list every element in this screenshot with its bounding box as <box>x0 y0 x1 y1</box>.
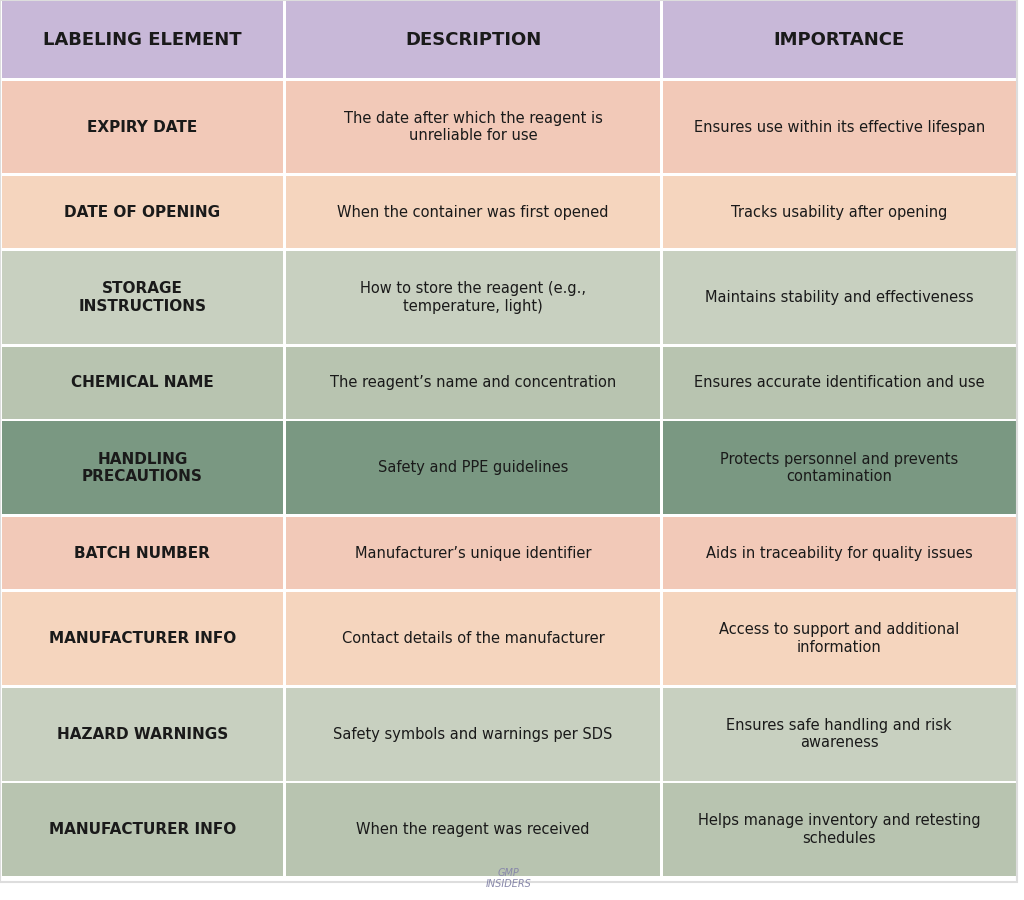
FancyBboxPatch shape <box>287 176 659 248</box>
FancyBboxPatch shape <box>1 518 284 590</box>
FancyBboxPatch shape <box>287 783 659 877</box>
Text: IMPORTANCE: IMPORTANCE <box>773 31 905 49</box>
FancyBboxPatch shape <box>1 2 284 78</box>
Text: Contact details of the manufacturer: Contact details of the manufacturer <box>342 631 604 646</box>
FancyBboxPatch shape <box>287 421 659 515</box>
Text: DESCRIPTION: DESCRIPTION <box>404 31 541 49</box>
Text: How to store the reagent (e.g.,
temperature, light): How to store the reagent (e.g., temperat… <box>360 282 586 314</box>
Text: STORAGE
INSTRUCTIONS: STORAGE INSTRUCTIONS <box>79 282 207 314</box>
FancyBboxPatch shape <box>663 251 1016 344</box>
FancyBboxPatch shape <box>287 81 659 174</box>
FancyBboxPatch shape <box>663 592 1016 685</box>
Text: Ensures safe handling and risk
awareness: Ensures safe handling and risk awareness <box>726 718 952 751</box>
Text: Protects personnel and prevents
contamination: Protects personnel and prevents contamin… <box>720 452 958 484</box>
FancyBboxPatch shape <box>663 688 1016 780</box>
Text: Helps manage inventory and retesting
schedules: Helps manage inventory and retesting sch… <box>698 814 981 846</box>
Text: Manufacturer’s unique identifier: Manufacturer’s unique identifier <box>354 545 591 561</box>
Text: Safety symbols and warnings per SDS: Safety symbols and warnings per SDS <box>334 726 612 742</box>
Text: DATE OF OPENING: DATE OF OPENING <box>65 205 220 220</box>
FancyBboxPatch shape <box>663 176 1016 248</box>
Text: HANDLING
PRECAUTIONS: HANDLING PRECAUTIONS <box>82 452 203 484</box>
FancyBboxPatch shape <box>1 688 284 780</box>
Text: Aids in traceability for quality issues: Aids in traceability for quality issues <box>706 545 973 561</box>
FancyBboxPatch shape <box>287 2 659 78</box>
FancyBboxPatch shape <box>287 251 659 344</box>
Text: BATCH NUMBER: BATCH NUMBER <box>75 545 210 561</box>
FancyBboxPatch shape <box>1 346 284 418</box>
Text: MANUFACTURER INFO: MANUFACTURER INFO <box>49 823 237 837</box>
FancyBboxPatch shape <box>663 81 1016 174</box>
FancyBboxPatch shape <box>287 346 659 418</box>
FancyBboxPatch shape <box>287 518 659 590</box>
FancyBboxPatch shape <box>1 592 284 685</box>
FancyBboxPatch shape <box>1 783 284 877</box>
FancyBboxPatch shape <box>1 251 284 344</box>
Text: Maintains stability and effectiveness: Maintains stability and effectiveness <box>705 290 974 305</box>
FancyBboxPatch shape <box>663 783 1016 877</box>
FancyBboxPatch shape <box>1 81 284 174</box>
FancyBboxPatch shape <box>663 346 1016 418</box>
Text: CHEMICAL NAME: CHEMICAL NAME <box>71 375 214 391</box>
FancyBboxPatch shape <box>663 421 1016 515</box>
FancyBboxPatch shape <box>1 421 284 515</box>
Text: Ensures use within its effective lifespan: Ensures use within its effective lifespa… <box>693 120 985 134</box>
Text: Safety and PPE guidelines: Safety and PPE guidelines <box>378 461 568 475</box>
Text: EXPIRY DATE: EXPIRY DATE <box>87 120 198 134</box>
FancyBboxPatch shape <box>663 518 1016 590</box>
Text: Tracks usability after opening: Tracks usability after opening <box>731 205 947 220</box>
FancyBboxPatch shape <box>663 2 1016 78</box>
Text: The reagent’s name and concentration: The reagent’s name and concentration <box>330 375 616 391</box>
Text: Ensures accurate identification and use: Ensures accurate identification and use <box>694 375 984 391</box>
Text: LABELING ELEMENT: LABELING ELEMENT <box>43 31 242 49</box>
Text: HAZARD WARNINGS: HAZARD WARNINGS <box>56 726 228 742</box>
Text: When the container was first opened: When the container was first opened <box>337 205 609 220</box>
Text: When the reagent was received: When the reagent was received <box>356 823 590 837</box>
Text: MANUFACTURER INFO: MANUFACTURER INFO <box>49 631 237 646</box>
Text: Access to support and additional
information: Access to support and additional informa… <box>719 622 959 654</box>
Text: GMP
INSIDERS: GMP INSIDERS <box>485 868 531 889</box>
Text: The date after which the reagent is
unreliable for use: The date after which the reagent is unre… <box>344 111 602 143</box>
FancyBboxPatch shape <box>287 688 659 780</box>
FancyBboxPatch shape <box>287 592 659 685</box>
FancyBboxPatch shape <box>1 176 284 248</box>
